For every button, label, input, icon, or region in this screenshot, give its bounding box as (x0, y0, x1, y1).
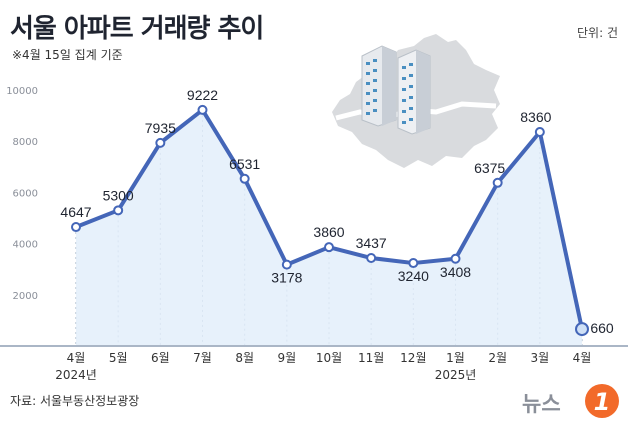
x-tick-label: 5월 (109, 351, 128, 365)
x-tick-label: 9월 (277, 351, 296, 365)
data-label: 3437 (356, 235, 387, 251)
data-point (492, 177, 503, 188)
data-label: 6375 (474, 160, 505, 176)
x-tick-label: 10월 (316, 351, 342, 365)
data-label: 6531 (229, 156, 260, 172)
year-label: 2024년 (55, 368, 97, 382)
y-tick-label: 6000 (13, 188, 38, 199)
chart-subtitle: ※4월 15일 집계 기준 (12, 48, 123, 62)
data-label: 660 (590, 320, 614, 336)
data-point (534, 126, 545, 137)
data-point (324, 242, 334, 253)
x-tick-label: 4월 (573, 351, 592, 365)
y-tick-label: 8000 (13, 137, 38, 148)
chart-title: 서울 아파트 거래량 추이 (10, 14, 264, 44)
y-tick-label: 10000 (6, 86, 38, 97)
data-label: 3240 (398, 268, 429, 284)
data-label: 8360 (520, 109, 551, 125)
x-tick-label: 3월 (530, 351, 549, 365)
apartment-buildings-illustration (361, 45, 431, 135)
data-point (281, 259, 292, 270)
data-point (575, 322, 589, 337)
news1-logo: 뉴스 1 (522, 384, 619, 418)
data-label: 3860 (313, 224, 344, 240)
data-point (239, 173, 250, 184)
data-label: 9222 (187, 87, 218, 103)
x-tick-label: 2월 (488, 351, 507, 365)
area-fill (76, 109, 582, 346)
data-point (366, 253, 377, 264)
y-tick-label: 4000 (13, 240, 38, 251)
year-label: 2025년 (435, 368, 477, 382)
data-label: 7935 (145, 120, 176, 136)
x-tick-label: 1월 (446, 351, 465, 365)
brand-text: 뉴스 (522, 392, 561, 416)
data-label: 4647 (60, 204, 91, 220)
data-point (113, 205, 124, 216)
brand-circle-icon (585, 384, 619, 418)
brand-number: 1 (594, 388, 611, 416)
x-tick-label: 4월 (67, 351, 86, 365)
x-tick-label: 8월 (235, 351, 254, 365)
data-point (155, 137, 166, 148)
unit-label: 단위: 건 (577, 26, 618, 40)
source-label: 자료: 서울부동산정보광장 (10, 394, 140, 408)
x-tick-label: 12월 (400, 351, 426, 365)
data-label: 5300 (103, 187, 134, 203)
data-point (197, 104, 208, 115)
x-tick-label: 6월 (151, 351, 170, 365)
y-tick-label: 2000 (13, 291, 38, 302)
data-point (450, 253, 461, 264)
x-tick-label: 7월 (193, 351, 212, 365)
x-tick-label: 11월 (358, 351, 384, 365)
data-label: 3408 (440, 264, 471, 280)
data-point (71, 222, 81, 233)
data-label: 3178 (271, 270, 302, 286)
data-point (408, 258, 419, 269)
